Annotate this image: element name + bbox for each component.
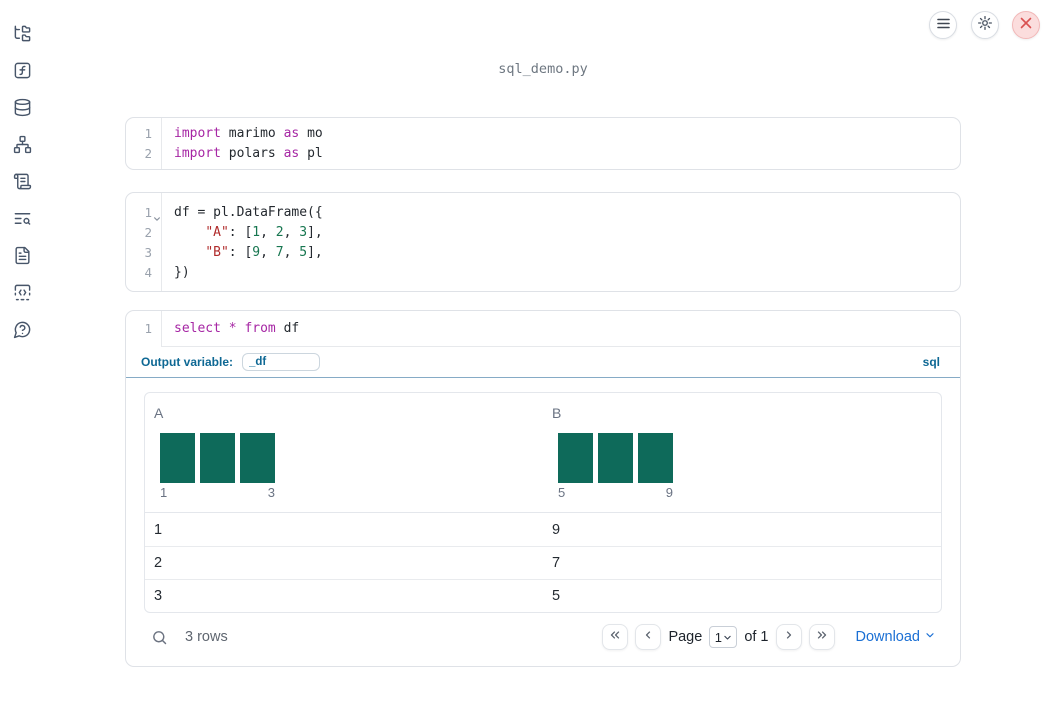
fold-chevron-icon[interactable] [153,209,161,221]
data-sources-icon[interactable] [13,98,32,117]
column-label: A [154,405,164,421]
page-total: of 1 [744,629,769,645]
column-histogram: 5 9 [558,433,673,500]
code-cell-dataframe[interactable]: 1 2 3 4 df = pl.DataFrame({ "A": [1, 2, … [125,192,961,292]
output-variable-label: Output variable: [141,355,234,369]
cell-value: 5 [552,588,561,604]
code-line[interactable]: select * from df [174,320,300,336]
search-icon[interactable] [151,629,168,646]
histogram-min-label: 5 [558,485,566,500]
histogram-bar [160,433,195,483]
table-row[interactable]: 2 7 [145,546,941,579]
column-label: B [552,405,562,421]
table-row[interactable]: 1 9 [145,513,941,546]
previous-page-button[interactable] [635,624,662,650]
menu-button[interactable] [929,11,957,39]
hamburger-icon [936,16,950,34]
cell-value: 2 [154,555,163,571]
line-number-gutter: 1 2 [126,118,162,169]
histogram-max-label: 3 [267,485,275,500]
code-line[interactable]: import marimo as mo [174,126,323,141]
chevron-left-icon [641,628,655,647]
chevron-down-icon [723,630,732,645]
logs-icon[interactable] [13,209,32,228]
next-page-button[interactable] [775,624,802,650]
language-badge: sql [922,355,940,369]
chevrons-left-icon [608,628,622,647]
line-number: 1 [144,321,152,336]
cell-value: 7 [552,555,561,571]
shutdown-button[interactable] [1012,11,1040,39]
histogram-bar [638,433,673,483]
cell-value: 9 [552,521,561,538]
histogram-bar [598,433,633,483]
table-row[interactable]: 3 5 [145,579,941,612]
cell-value: 3 [154,588,163,604]
close-icon [1020,16,1032,34]
dataframe-table: A 1 3 B 5 9 [144,392,942,613]
code-cell-imports[interactable]: 1 2 import marimo as mo import polars as… [125,117,961,170]
line-number: 1 [144,126,152,141]
histogram-bar [558,433,593,483]
variables-icon[interactable] [13,61,32,80]
page-select-value: 1 [714,629,722,645]
code-line[interactable]: "A": [1, 2, 3], [205,225,323,240]
download-label: Download [855,629,921,645]
code-line[interactable]: }) [174,265,190,280]
code-editor[interactable]: df = pl.DataFrame({ "A": [1, 2, 3], "B":… [162,203,960,291]
line-number: 4 [144,265,152,280]
page-label: Page [668,629,703,645]
download-button[interactable]: Download [856,629,937,645]
sidebar [0,0,44,713]
sql-cell-group: 1 select * from df Output variable: sql … [125,310,961,667]
table-header: A 1 3 B 5 9 [145,393,941,513]
histogram-bar [240,433,275,483]
chevron-down-icon [924,629,936,645]
cell-value: 1 [154,521,163,538]
line-number: 2 [144,146,152,161]
sql-code-editor[interactable]: select * from df [162,311,960,347]
line-number: 3 [144,245,152,260]
chevrons-right-icon [815,628,829,647]
sql-output-section: A 1 3 B 5 9 [126,378,960,666]
file-explorer-icon[interactable] [13,24,32,43]
chevron-right-icon [782,628,796,647]
help-icon[interactable] [13,320,32,339]
first-page-button[interactable] [602,624,629,650]
dependencies-icon[interactable] [13,135,32,154]
pagination-controls: Page 1 of 1 Download [602,624,936,650]
outputs-icon[interactable] [13,172,32,191]
last-page-button[interactable] [808,624,835,650]
histogram-bar [200,433,235,483]
histogram-max-label: 9 [665,485,673,500]
code-line[interactable]: import polars as pl [174,146,323,161]
column-histogram: 1 3 [160,433,275,500]
row-count: 3 rows [185,629,228,645]
documentation-icon[interactable] [13,246,32,265]
code-line[interactable]: "B": [9, 7, 5], [205,245,323,260]
notebook-filename: sql_demo.py [498,61,588,77]
table-footer: 3 rows Page 1 of 1 [144,620,942,654]
line-number: 2 [144,225,152,240]
line-number-gutter: 1 2 3 4 [126,193,162,291]
column-header-b[interactable]: B 5 9 [543,393,941,512]
column-header-a[interactable]: A 1 3 [145,393,543,512]
histogram-min-label: 1 [160,485,168,500]
gear-icon [977,15,993,36]
output-variable-row: Output variable: sql [126,347,960,377]
code-line[interactable]: df = pl.DataFrame({ [174,205,323,220]
line-number-gutter: 1 [126,311,162,347]
settings-button[interactable] [971,11,999,39]
page-select[interactable]: 1 [709,626,738,648]
line-number: 1 [126,203,161,223]
code-editor[interactable]: import marimo as mo import polars as pl [162,124,960,169]
sql-editor-section: 1 select * from df Output variable: sql [126,311,960,378]
snippets-icon[interactable] [13,283,32,302]
output-variable-input[interactable] [242,353,321,371]
